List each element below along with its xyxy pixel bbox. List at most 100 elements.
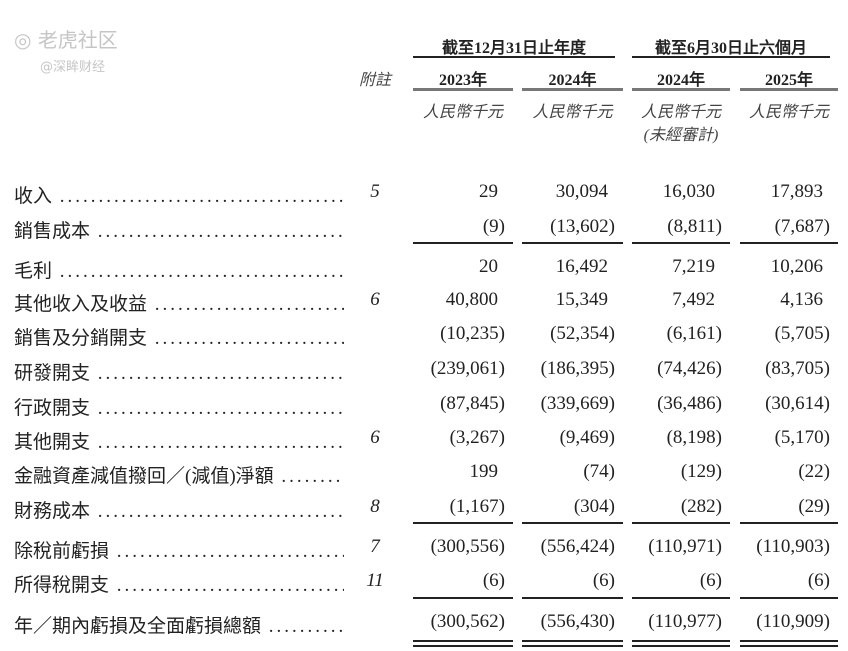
total-rule bbox=[632, 522, 730, 524]
total-rule bbox=[522, 597, 623, 599]
row-value: (339,669) bbox=[540, 393, 615, 414]
row-value: (110,971) bbox=[648, 536, 722, 557]
row-value: (9) bbox=[482, 216, 505, 237]
row-value: 7,492 bbox=[672, 289, 715, 310]
total-rule bbox=[740, 597, 838, 599]
row-value: (83,705) bbox=[765, 358, 830, 379]
row-value: (6) bbox=[482, 570, 505, 591]
total-rule bbox=[522, 640, 623, 642]
row-value: (300,562) bbox=[430, 611, 505, 632]
total-rule bbox=[522, 242, 623, 244]
row-label: 其他開支 ...................................… bbox=[14, 432, 344, 453]
table-row: 年／期內虧損及全面虧損總額 ..........................… bbox=[0, 611, 848, 639]
row-value: (8,198) bbox=[666, 427, 722, 448]
row-value: (74) bbox=[583, 461, 615, 482]
row-value: (186,395) bbox=[540, 358, 615, 379]
year-header: 2025年 bbox=[764, 72, 813, 89]
table-row: 財務成本 ...................................… bbox=[0, 496, 848, 524]
row-value: (3,267) bbox=[449, 427, 505, 448]
total-rule bbox=[740, 522, 838, 524]
year-rule bbox=[632, 88, 730, 91]
row-value: (74,426) bbox=[657, 358, 722, 379]
year-rule bbox=[522, 88, 623, 91]
row-label: 銷售及分銷開支 ................................… bbox=[14, 328, 344, 349]
unit-label: 人民幣千元 bbox=[422, 104, 503, 121]
total-rule bbox=[632, 597, 730, 599]
unit-label: 人民幣千元 bbox=[748, 104, 829, 121]
row-value: (22) bbox=[798, 461, 830, 482]
row-value: 40,800 bbox=[445, 289, 498, 310]
total-rule bbox=[740, 242, 838, 244]
total-rule bbox=[632, 640, 730, 642]
row-label: 毛利 .....................................… bbox=[14, 261, 344, 282]
row-value: (29) bbox=[798, 496, 830, 517]
row-value: (239,061) bbox=[430, 358, 505, 379]
table-row: 其他收入及收益 ................................… bbox=[0, 289, 848, 317]
row-note: 11 bbox=[366, 570, 384, 591]
row-value: (5,170) bbox=[774, 427, 830, 448]
table-row: 毛利 .....................................… bbox=[0, 256, 848, 284]
row-value: (6,161) bbox=[666, 323, 722, 344]
row-value: (129) bbox=[680, 461, 722, 482]
row-label: 除稅前虧損 ..................................… bbox=[14, 541, 344, 562]
unit-label: 人民幣千元 bbox=[532, 104, 613, 121]
row-value: (9,469) bbox=[559, 427, 615, 448]
row-value: (282) bbox=[680, 496, 722, 517]
group-rule bbox=[632, 56, 830, 58]
total-rule bbox=[413, 597, 513, 599]
row-value: (110,977) bbox=[648, 611, 722, 632]
row-label: 收入 .....................................… bbox=[14, 186, 344, 207]
row-value: 29 bbox=[479, 181, 498, 202]
row-value: (6) bbox=[592, 570, 615, 591]
table-row: 收入 .....................................… bbox=[0, 181, 848, 209]
row-value: 16,030 bbox=[662, 181, 715, 202]
total-rule bbox=[413, 242, 513, 244]
year-header: 2024年 bbox=[656, 72, 705, 89]
row-value: (8,811) bbox=[667, 216, 722, 237]
row-value: (7,687) bbox=[774, 216, 830, 237]
row-value: 16,492 bbox=[555, 256, 608, 277]
row-value: 17,893 bbox=[770, 181, 823, 202]
row-value: (110,909) bbox=[756, 611, 830, 632]
group-rule bbox=[413, 56, 615, 58]
row-value: (10,235) bbox=[440, 323, 505, 344]
total-rule bbox=[522, 522, 623, 524]
unit-label: 人民幣千元 bbox=[640, 104, 721, 121]
total-rule bbox=[632, 242, 730, 244]
header-group-interim: 截至6月30日止六個月 bbox=[654, 40, 807, 57]
row-label: 金融資產減值撥回／(減值)淨額 ........................… bbox=[14, 466, 344, 487]
row-value: (300,556) bbox=[430, 536, 505, 557]
row-value: 15,349 bbox=[555, 289, 608, 310]
table-row: 研發開支 ...................................… bbox=[0, 358, 848, 386]
total-rule bbox=[413, 640, 513, 642]
row-value: 10,206 bbox=[770, 256, 823, 277]
row-value: (5,705) bbox=[774, 323, 830, 344]
row-value: (304) bbox=[573, 496, 615, 517]
row-value: (556,424) bbox=[540, 536, 615, 557]
note-column-header: 附註 bbox=[358, 72, 391, 89]
watermark-brand: 老虎社区 bbox=[37, 28, 118, 52]
row-value: (87,845) bbox=[440, 393, 505, 414]
table-row: 銷售成本 ...................................… bbox=[0, 216, 848, 244]
unaudited-label: (未經審計) bbox=[643, 127, 719, 144]
row-label: 行政開支 ...................................… bbox=[14, 398, 344, 419]
header-group-annual: 截至12月31日止年度 bbox=[441, 40, 586, 57]
row-value: 199 bbox=[469, 461, 499, 482]
row-note: 6 bbox=[370, 427, 380, 448]
row-value: (6) bbox=[699, 570, 722, 591]
total-rule bbox=[632, 645, 730, 647]
row-note: 6 bbox=[370, 289, 380, 310]
row-value: (1,167) bbox=[449, 496, 505, 517]
row-label: 所得稅開支 ..................................… bbox=[14, 575, 344, 596]
table-row: 所得稅開支 ..................................… bbox=[0, 570, 848, 598]
watermark-logo: ◎ 老虎社区 bbox=[14, 28, 118, 52]
year-header: 2024年 bbox=[548, 72, 597, 89]
row-value: (30,614) bbox=[765, 393, 830, 414]
year-rule bbox=[740, 88, 838, 91]
row-label: 研發開支 ...................................… bbox=[14, 363, 344, 384]
row-value: 4,136 bbox=[780, 289, 823, 310]
total-rule bbox=[740, 640, 838, 642]
row-label: 財務成本 ...................................… bbox=[14, 501, 344, 522]
total-rule bbox=[413, 522, 513, 524]
row-label: 年／期內虧損及全面虧損總額 ..........................… bbox=[14, 616, 344, 637]
